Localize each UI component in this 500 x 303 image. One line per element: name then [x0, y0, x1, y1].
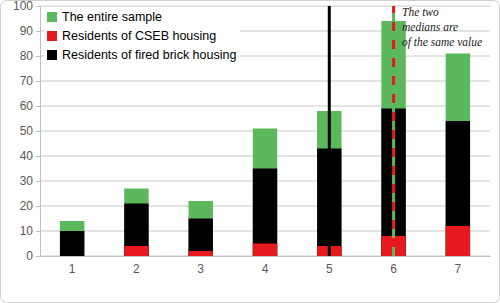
y-axis: 0 10 20 30 40 50 60 70 80 90 100 — [13, 0, 41, 263]
y-tick-label: 80 — [20, 49, 34, 63]
x-tick-label: 5 — [326, 262, 333, 276]
bar — [189, 251, 213, 256]
x-tick-label: 3 — [197, 262, 204, 276]
x-tick-label: 7 — [455, 262, 462, 276]
y-tick-label: 90 — [20, 24, 34, 38]
y-tick-mark — [36, 131, 40, 132]
annotation-line: of the same value — [402, 36, 482, 49]
bar — [189, 219, 213, 257]
y-tick: 0 — [26, 249, 40, 263]
y-axis-line — [36, 7, 41, 257]
y-tick-mark — [36, 156, 40, 157]
x-axis: 1 2 3 4 5 6 7 — [41, 256, 491, 276]
grid — [40, 6, 490, 256]
x-tick-label: 6 — [390, 262, 397, 276]
x-tick: 4 — [262, 256, 269, 276]
y-tick-label: 40 — [20, 149, 34, 163]
x-tick: 5 — [326, 256, 333, 276]
y-tick: 70 — [20, 74, 40, 88]
y-tick-label: 0 — [26, 249, 33, 263]
bar — [253, 244, 277, 257]
bar-series — [60, 109, 470, 257]
bar — [446, 226, 470, 256]
median-line — [328, 6, 331, 256]
bar — [60, 231, 84, 256]
y-tick: 80 — [20, 49, 40, 63]
median-line — [392, 6, 395, 256]
bar — [60, 256, 84, 257]
grid-line — [40, 81, 490, 82]
y-tick: 100 — [13, 0, 40, 13]
y-tick: 30 — [20, 174, 40, 188]
y-tick-mark — [36, 106, 40, 107]
annotation: The two medians are of the same value — [402, 6, 482, 49]
legend-label: The entire sample — [62, 10, 162, 24]
y-tick-label: 10 — [20, 224, 34, 238]
chart: 0 10 20 30 40 50 60 70 80 90 100 1 2 3 4 5 6 7 The entire … — [0, 0, 500, 303]
y-tick-label: 30 — [20, 174, 34, 188]
y-tick: 20 — [20, 199, 40, 213]
legend-swatch — [47, 50, 57, 60]
y-tick-label: 100 — [13, 0, 33, 13]
y-tick: 60 — [20, 99, 40, 113]
legend-label: Residents of CSEB housing — [62, 29, 216, 43]
y-tick-mark — [36, 6, 40, 7]
bar — [189, 201, 213, 256]
x-tick: 3 — [197, 256, 204, 276]
x-tick: 1 — [69, 256, 76, 276]
bar — [253, 129, 277, 257]
x-tick: 6 — [390, 256, 397, 276]
bar-series — [124, 226, 470, 256]
y-tick-mark — [36, 256, 40, 257]
bar — [446, 121, 470, 256]
legend-swatch — [47, 31, 57, 41]
y-tick-label: 20 — [20, 199, 34, 213]
legend-label: Residents of fired brick housing — [62, 48, 236, 62]
y-tick: 10 — [20, 224, 40, 238]
legend-box — [44, 8, 240, 69]
y-tick-mark — [36, 56, 40, 57]
annotation-line: The two — [402, 6, 439, 18]
x-tick: 7 — [455, 256, 462, 276]
y-tick-mark — [36, 231, 40, 232]
x-axis-line — [41, 256, 491, 257]
y-tick-label: 70 — [20, 74, 34, 88]
y-tick-mark — [36, 31, 40, 32]
x-tick: 2 — [133, 256, 140, 276]
grid-line — [40, 106, 490, 107]
y-tick-label: 60 — [20, 99, 34, 113]
median-line — [392, 6, 395, 256]
plot: 0 10 20 30 40 50 60 70 80 90 100 1 2 3 4 5 6 7 The entire … — [13, 0, 491, 276]
y-tick: 90 — [20, 24, 40, 38]
annotation-line: medians are — [402, 21, 458, 33]
y-tick: 50 — [20, 124, 40, 138]
bar — [124, 246, 148, 256]
x-tick-label: 4 — [262, 262, 269, 276]
bar — [253, 169, 277, 257]
bar-series — [60, 21, 470, 256]
bar — [124, 204, 148, 257]
x-tick-label: 1 — [69, 262, 76, 276]
bar — [124, 189, 148, 257]
y-tick-mark — [36, 81, 40, 82]
bar — [446, 54, 470, 257]
legend: The entire sample Residents of CSEB housi… — [44, 8, 240, 69]
y-tick-mark — [36, 206, 40, 207]
y-tick-mark — [36, 181, 40, 182]
legend-swatch — [47, 12, 57, 22]
chart-frame — [1, 1, 500, 303]
y-tick-label: 50 — [20, 124, 34, 138]
y-tick: 40 — [20, 149, 40, 163]
bar — [60, 221, 84, 256]
x-tick-label: 2 — [133, 262, 140, 276]
